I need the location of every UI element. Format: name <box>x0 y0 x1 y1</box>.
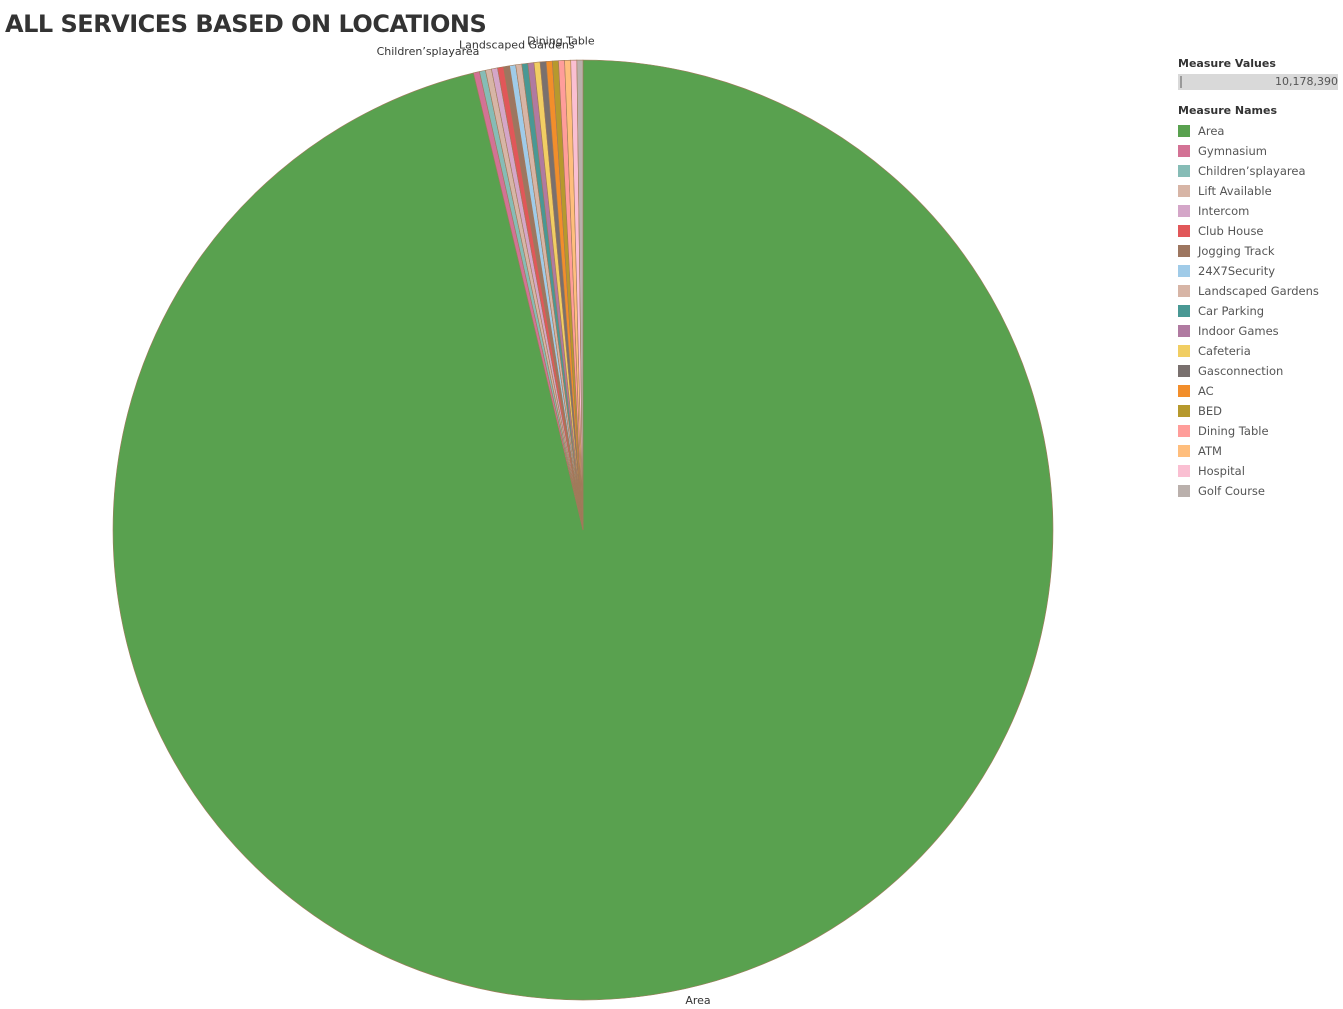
legend-item-children-splayarea[interactable]: Children’splayarea <box>1178 161 1338 181</box>
legend-item-cafeteria[interactable]: Cafeteria <box>1178 341 1338 361</box>
legend-label: Club House <box>1198 224 1264 238</box>
legend-swatch <box>1178 125 1190 137</box>
slice-label-children-splayarea: Children’splayarea <box>377 45 480 58</box>
legend-swatch <box>1178 265 1190 277</box>
measure-values-range: 10,178,390 <box>1178 74 1338 90</box>
slice-label-landscaped-gardens: Landscaped Gardens <box>459 39 575 52</box>
pie-slices <box>112 59 1054 1001</box>
measure-names-heading: Measure Names <box>1178 104 1278 117</box>
legend-label: Lift Available <box>1198 184 1272 198</box>
legend-label: AC <box>1198 384 1214 398</box>
legend-swatch <box>1178 305 1190 317</box>
legend-item-landscaped-gardens[interactable]: Landscaped Gardens <box>1178 281 1338 301</box>
range-max-label: 10,178,390 <box>1275 75 1338 88</box>
legend-label: Dining Table <box>1198 424 1269 438</box>
legend-item-ac[interactable]: AC <box>1178 381 1338 401</box>
legend-item-area[interactable]: Area <box>1178 121 1338 141</box>
legend-item-intercom[interactable]: Intercom <box>1178 201 1338 221</box>
legend-swatch <box>1178 245 1190 257</box>
legend-label: Cafeteria <box>1198 344 1251 358</box>
legend-item-dining-table[interactable]: Dining Table <box>1178 421 1338 441</box>
legend-swatch <box>1178 185 1190 197</box>
legend-swatch <box>1178 325 1190 337</box>
legend-swatch <box>1178 425 1190 437</box>
legend-item-gasconnection[interactable]: Gasconnection <box>1178 361 1338 381</box>
legend-item-golf-course[interactable]: Golf Course <box>1178 481 1338 501</box>
legend-label: Golf Course <box>1198 484 1265 498</box>
legend-item-lift-available[interactable]: Lift Available <box>1178 181 1338 201</box>
legend-label: Indoor Games <box>1198 324 1279 338</box>
legend-label: Hospital <box>1198 464 1245 478</box>
legend-swatch <box>1178 285 1190 297</box>
pie-slice-golf-course[interactable] <box>576 59 584 531</box>
legend-item-club-house[interactable]: Club House <box>1178 221 1338 241</box>
legend-label: Car Parking <box>1198 304 1265 318</box>
legend-label: Intercom <box>1198 204 1250 218</box>
slice-label-area: Area <box>685 994 710 1007</box>
legend-label: Children’splayarea <box>1198 164 1306 178</box>
legend-panel: Measure Values 10,178,390 Measure Names … <box>1178 57 1338 501</box>
legend-swatch <box>1178 365 1190 377</box>
legend-swatch <box>1178 205 1190 217</box>
legend-label: ATM <box>1198 444 1222 458</box>
legend-list: Area Gymnasium Children’splayarea Lift Avai… <box>1178 121 1338 501</box>
legend-label: Gasconnection <box>1198 364 1284 378</box>
legend-label: Jogging Track <box>1198 244 1275 258</box>
range-min-tick <box>1180 76 1182 88</box>
legend-item-hospital[interactable]: Hospital <box>1178 461 1338 481</box>
legend-item-gymnasium[interactable]: Gymnasium <box>1178 141 1338 161</box>
legend-swatch <box>1178 405 1190 417</box>
legend-swatch <box>1178 345 1190 357</box>
legend-swatch <box>1178 165 1190 177</box>
slice-label-dining-table: Dining Table <box>527 35 595 48</box>
legend-item-car-parking[interactable]: Car Parking <box>1178 301 1338 321</box>
legend-item-atm[interactable]: ATM <box>1178 441 1338 461</box>
measure-values-heading: Measure Values <box>1178 57 1276 70</box>
legend-swatch <box>1178 485 1190 497</box>
legend-swatch <box>1178 465 1190 477</box>
legend-item-indoor-games[interactable]: Indoor Games <box>1178 321 1338 341</box>
legend-label: Gymnasium <box>1198 144 1267 158</box>
legend-item-jogging-track[interactable]: Jogging Track <box>1178 241 1338 261</box>
legend-label: Landscaped Gardens <box>1198 284 1319 298</box>
legend-label: Area <box>1198 124 1225 138</box>
legend-label: BED <box>1198 404 1223 418</box>
legend-label: 24X7Security <box>1198 264 1276 278</box>
legend-swatch <box>1178 145 1190 157</box>
legend-swatch <box>1178 385 1190 397</box>
legend-item-24x7security[interactable]: 24X7Security <box>1178 261 1338 281</box>
legend-swatch <box>1178 445 1190 457</box>
legend-swatch <box>1178 225 1190 237</box>
legend-item-bed[interactable]: BED <box>1178 401 1338 421</box>
chart-title: ALL SERVICES BASED ON LOCATIONS <box>5 10 487 38</box>
